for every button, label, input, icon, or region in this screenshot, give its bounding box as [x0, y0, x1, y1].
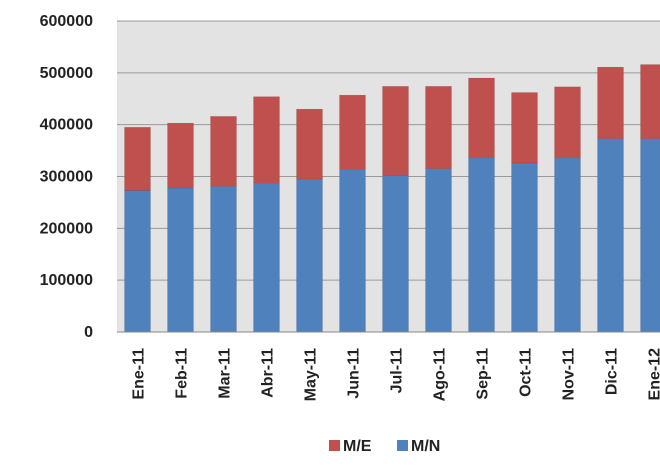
- bar-me: [124, 127, 151, 191]
- x-tick-label: Jun-11: [346, 348, 363, 399]
- x-tick-label: Ene-11: [131, 348, 148, 400]
- bar-me: [253, 96, 280, 184]
- x-tick-label: Oct-11: [518, 348, 535, 397]
- bar-mn: [640, 138, 660, 333]
- bar-me: [554, 86, 581, 159]
- x-tick-label: Sep-11: [475, 348, 492, 400]
- bars: [124, 64, 660, 333]
- x-tick-label: Ago-11: [432, 348, 449, 401]
- bar-mn: [554, 157, 581, 333]
- bar-mn: [167, 187, 194, 333]
- bar-me: [425, 86, 452, 169]
- bar-me: [511, 92, 538, 164]
- legend: M/E M/N: [329, 438, 440, 455]
- bar-mn: [468, 157, 495, 333]
- x-tick-label: Ene-12: [647, 348, 660, 401]
- y-tick-label: 500000: [40, 65, 93, 82]
- bar-mn: [339, 168, 366, 333]
- x-tick-label: Mar-11: [217, 348, 234, 399]
- legend-swatch: [329, 440, 340, 451]
- bar-me: [339, 94, 366, 170]
- bar-me: [167, 122, 194, 189]
- y-tick-label: 0: [84, 324, 93, 341]
- x-tick-label: Feb-11: [174, 348, 191, 399]
- bar-me: [210, 116, 237, 187]
- bar-mn: [253, 182, 280, 333]
- x-tick-label: Dic-11: [604, 348, 621, 395]
- legend-label: M/N: [411, 438, 440, 455]
- bar-mn: [296, 178, 323, 333]
- y-tick-label: 300000: [40, 169, 93, 186]
- bar-mn: [597, 138, 624, 333]
- y-tick-label: 600000: [40, 13, 93, 30]
- bar-me: [382, 86, 409, 176]
- y-tick-label: 100000: [40, 272, 93, 289]
- bar-mn: [210, 186, 237, 333]
- x-tick-label: Nov-11: [561, 348, 578, 401]
- y-tick-label: 400000: [40, 117, 93, 134]
- bar-me: [468, 77, 495, 159]
- bar-me: [640, 64, 660, 139]
- bar-me: [296, 108, 323, 180]
- legend-label: M/E: [343, 438, 372, 455]
- bar-mn: [511, 162, 538, 333]
- x-tick-label: Jul-11: [389, 348, 406, 393]
- bar-mn: [382, 175, 409, 333]
- legend-swatch: [397, 440, 408, 451]
- y-tick-label: 200000: [40, 220, 93, 237]
- bar-me: [597, 66, 624, 139]
- x-tick-label: May-11: [303, 348, 320, 401]
- x-axis-ticks: Ene-11 Feb-11 Mar-11 Abr-11 May-11 Jun-11 Jul-…: [131, 348, 660, 401]
- y-axis-ticks: 0 100000 200000 300000 400000 500000 600000: [40, 13, 93, 341]
- x-tick-label: Abr-11: [260, 348, 277, 398]
- bar-mn: [124, 190, 151, 333]
- bar-mn: [425, 168, 452, 333]
